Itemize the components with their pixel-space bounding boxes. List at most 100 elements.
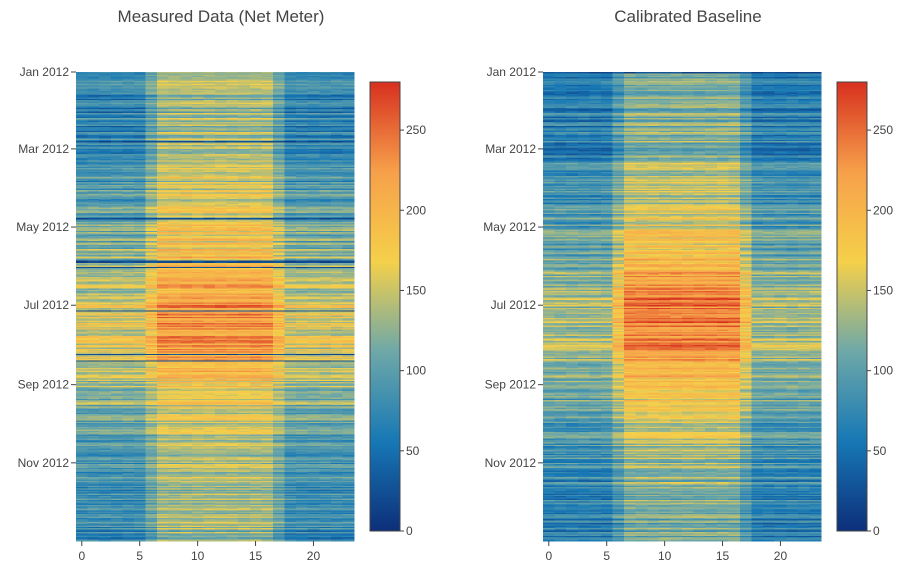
heatmap-cell <box>249 180 262 183</box>
heatmap-cell <box>319 169 332 172</box>
heatmap-cell <box>272 184 286 187</box>
heatmap-cell <box>87 75 100 78</box>
heatmap-cell <box>272 157 286 160</box>
heatmap-cell <box>226 118 239 121</box>
heatmap-cell <box>145 74 158 77</box>
heatmap-cell <box>110 170 123 173</box>
heatmap-cell <box>342 136 355 138</box>
heatmap-cell <box>180 77 193 80</box>
heatmap-cell <box>191 138 205 141</box>
heatmap-cell <box>307 206 320 209</box>
heatmap-cell <box>342 91 355 94</box>
heatmap-cell <box>122 205 135 208</box>
heatmap-cell <box>87 157 100 160</box>
heatmap-cell <box>284 166 297 169</box>
heatmap-cell <box>145 72 158 74</box>
heatmap-cell <box>168 177 181 179</box>
heatmap-cell <box>99 200 112 203</box>
heatmap-cell <box>110 212 123 215</box>
heatmap-cell <box>168 218 181 220</box>
heatmap-cell <box>180 211 193 214</box>
heatmap-cell <box>284 174 297 177</box>
heatmap-cell <box>215 212 228 215</box>
heatmap-cell <box>238 109 251 112</box>
heatmap-cell <box>296 202 309 205</box>
heatmap-cell <box>191 192 205 195</box>
heatmap-cell <box>215 130 228 133</box>
heatmap-cell <box>342 120 355 123</box>
heatmap-cell <box>180 137 193 140</box>
heatmap-cell <box>110 214 123 217</box>
heatmap-cell <box>110 101 123 104</box>
heatmap-cell <box>76 121 89 124</box>
heatmap-cell <box>110 151 123 154</box>
heatmap-cell <box>249 173 262 176</box>
heatmap-cell <box>296 162 309 165</box>
heatmap-cell <box>296 183 309 186</box>
heatmap-cell <box>226 132 239 135</box>
heatmap-cell <box>191 203 205 206</box>
heatmap-cell <box>110 134 123 137</box>
heatmap-cell <box>226 119 239 122</box>
heatmap-cell <box>110 121 123 124</box>
heatmap-cell <box>145 223 158 226</box>
heatmap-cell <box>261 130 274 133</box>
heatmap-cell <box>99 210 112 213</box>
heatmap-cell <box>215 129 228 132</box>
heatmap-cell <box>203 125 216 128</box>
heatmap-cell <box>342 74 355 77</box>
heatmap-cell <box>203 155 216 158</box>
heatmap-cell <box>249 150 262 153</box>
heatmap-cell <box>87 154 100 156</box>
heatmap-cell <box>226 168 239 170</box>
heatmap-cell <box>133 225 147 228</box>
heatmap-cell <box>226 73 239 76</box>
heatmap-cell <box>330 77 344 80</box>
heatmap-cell <box>284 119 297 122</box>
heatmap-cell <box>261 187 274 190</box>
heatmap-cell <box>133 165 147 168</box>
heatmap-cell <box>122 186 135 188</box>
heatmap-cell <box>342 130 355 133</box>
heatmap-cell <box>99 189 112 192</box>
heatmap-cell <box>180 109 193 112</box>
heatmap-cell <box>226 114 239 117</box>
heatmap-cell <box>87 206 100 209</box>
heatmap-cell <box>122 166 135 169</box>
heatmap-cell <box>226 106 239 109</box>
heatmap-cell <box>272 154 286 156</box>
heatmap-cell <box>133 106 147 109</box>
heatmap-cell <box>191 215 205 218</box>
heatmap-cell <box>122 88 135 91</box>
heatmap-cell <box>284 198 297 201</box>
heatmap-cell <box>261 171 274 174</box>
heatmap-cell <box>342 211 355 214</box>
heatmap-cell <box>99 212 112 215</box>
heatmap-cell <box>145 127 158 129</box>
heatmap-cell <box>122 168 135 170</box>
heatmap-cell <box>110 162 123 165</box>
heatmap-cell <box>342 170 355 173</box>
heatmap-cell <box>296 72 309 74</box>
heatmap-cell <box>87 170 100 173</box>
heatmap-cell <box>110 168 123 170</box>
heatmap-cell <box>145 89 158 92</box>
heatmap-cell <box>145 130 158 133</box>
heatmap-cell <box>203 145 216 147</box>
heatmap-cell <box>272 116 286 119</box>
heatmap-cell <box>226 187 239 190</box>
heatmap-cell <box>284 189 297 192</box>
heatmap-cell <box>319 91 332 94</box>
heatmap-cell <box>168 142 181 145</box>
heatmap-cell <box>145 136 158 138</box>
heatmap-cell <box>203 165 216 168</box>
heatmap-cell <box>330 201 344 204</box>
heatmap-cell <box>203 195 216 197</box>
heatmap-cell <box>157 95 170 97</box>
heatmap-cell <box>296 142 309 145</box>
heatmap-cell <box>307 130 320 133</box>
heatmap-cell <box>238 203 251 206</box>
heatmap-cell <box>284 84 297 87</box>
heatmap-cell <box>284 221 297 224</box>
heatmap-cell <box>133 91 147 94</box>
